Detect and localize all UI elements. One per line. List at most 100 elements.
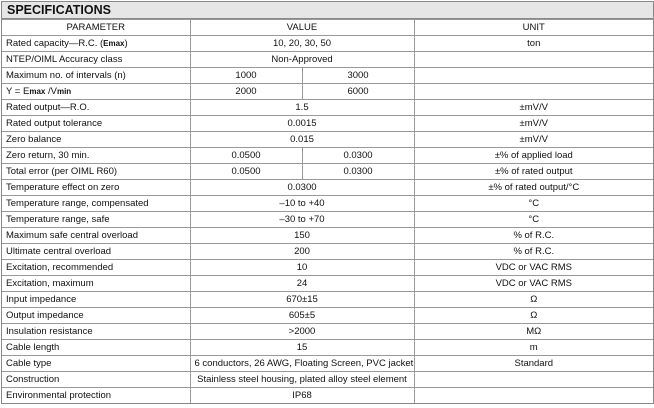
table-row: Cable length 15 m xyxy=(2,339,654,356)
table-row: Y = Emax /Vmin 2000 6000 xyxy=(2,83,654,100)
parameter-cell: Excitation, recommended xyxy=(2,259,191,276)
unit-cell: ±% of applied load xyxy=(413,147,654,164)
unit-cell: % of R.C. xyxy=(413,227,654,244)
parameter-text: Cable type xyxy=(6,357,52,369)
table-row: Cable type 6 conductors, 26 AWG, Floating… xyxy=(2,355,654,372)
unit-cell: ±mV/V xyxy=(413,131,654,148)
parameter-text: Environmental protection xyxy=(6,389,112,401)
parameter-text: Construction xyxy=(6,373,60,385)
parameter-cell: Temperature range, compensated xyxy=(2,195,191,212)
parameter-cell: Zero balance xyxy=(2,131,191,148)
unit-cell: °C xyxy=(413,211,654,228)
parameter-cell: NTEP/OIML Accuracy class xyxy=(2,51,191,68)
value-cell: 0.0015 xyxy=(189,115,415,132)
parameter-cell: Output impedance xyxy=(2,307,191,324)
value-cell: 1.5 xyxy=(189,99,415,116)
parameter-text: Y = E xyxy=(6,85,30,97)
value-cell: Non-Approved xyxy=(189,51,415,68)
unit-cell: VDC or VAC RMS xyxy=(413,275,654,292)
parameter-cell: Y = Emax /Vmin xyxy=(2,83,191,100)
table-row: Output impedance 605±5 Ω xyxy=(2,307,654,324)
parameter-cell: Environmental protection xyxy=(2,387,191,403)
unit-cell: ±mV/V xyxy=(413,115,654,132)
unit-cell xyxy=(413,387,654,403)
value-cell-2: 6000 xyxy=(301,83,415,100)
unit-cell: VDC or VAC RMS xyxy=(413,259,654,276)
value-cell-1: 0.0500 xyxy=(189,163,303,180)
parameter-text: Temperature effect on zero xyxy=(6,181,120,193)
value-cell-1: 2000 xyxy=(189,83,303,100)
value-cell: Stainless steel housing, plated alloy st… xyxy=(189,371,415,388)
value-cell: 0.0300 xyxy=(189,179,415,196)
parameter-text: Ultimate central overload xyxy=(6,245,112,257)
unit-cell: ton xyxy=(413,35,654,52)
table-row: Ultimate central overload 200% of R.C. xyxy=(2,243,654,260)
table-row: Zero balance 0.015 ±mV/V xyxy=(2,131,654,148)
parameter-cell: Rated output tolerance xyxy=(2,115,191,132)
parameter-cell: Rated capacity—R.C. (Emax) xyxy=(2,35,191,52)
parameter-cell: Construction xyxy=(2,371,191,388)
table-row: Rated output tolerance 0.0015 ±mV/V xyxy=(2,115,654,132)
parameter-cell: Temperature effect on zero xyxy=(2,179,191,196)
parameter-text: Maximum no. of intervals (n) xyxy=(6,69,126,81)
parameter-text: Rated output tolerance xyxy=(6,117,103,129)
value-cell: 15 xyxy=(189,339,415,356)
table-row: Temperature range, safe –30 to +70 °C xyxy=(2,211,654,228)
table-row: Maximum safe central overload 150% of R.C… xyxy=(2,227,654,244)
unit-cell: ±mV/V xyxy=(413,99,654,116)
table-row: Maximum no. of intervals (n) 1000 3000 xyxy=(2,67,654,84)
unit-cell: °C xyxy=(413,195,654,212)
parameter-text: Maximum safe central overload xyxy=(6,229,138,241)
unit-cell: MΩ xyxy=(413,323,654,340)
value-cell: –10 to +40 xyxy=(189,195,415,212)
unit-cell: % of R.C. xyxy=(413,243,654,260)
parameter-cell: Zero return, 30 min. xyxy=(2,147,191,164)
unit-cell: ±% of rated output/°C xyxy=(413,179,654,196)
table-row: NTEP/OIML Accuracy class Non-Approved xyxy=(2,51,654,68)
table-row: Temperature effect on zero 0.0300 ±% of ra… xyxy=(2,179,654,196)
header-unit: UNIT xyxy=(413,19,654,36)
parameter-text: Cable length xyxy=(6,341,60,353)
parameter-cell: Cable type xyxy=(2,355,191,372)
unit-cell: m xyxy=(413,339,654,356)
value-cell: 200 xyxy=(189,243,415,260)
value-cell-2: 3000 xyxy=(301,67,415,84)
value-cell: 10 xyxy=(189,259,415,276)
unit-cell: Ω xyxy=(413,291,654,308)
parameter-cell: Insulation resistance xyxy=(2,323,191,340)
value-cell-2: 0.0300 xyxy=(301,147,415,164)
section-title: SPECIFICATIONS xyxy=(2,2,653,19)
value-cell: 670±15 xyxy=(189,291,415,308)
value-cell-1: 0.0500 xyxy=(189,147,303,164)
table-row: Environmental protection IP68 xyxy=(2,387,654,403)
parameter-text: Input impedance xyxy=(6,293,77,305)
table-row: Excitation, maximum 24 VDC or VAC RMS xyxy=(2,275,654,292)
value-cell: –30 to +70 xyxy=(189,211,415,228)
parameter-text: Temperature range, safe xyxy=(6,213,110,225)
parameter-text-mid: /V xyxy=(45,85,57,97)
value-cell: IP68 xyxy=(189,387,415,403)
parameter-cell: Ultimate central overload xyxy=(2,243,191,260)
parameter-subscript-2: min xyxy=(56,86,72,96)
table-row: Insulation resistance >2000 MΩ xyxy=(2,323,654,340)
parameter-cell: Excitation, maximum xyxy=(2,275,191,292)
table-row: Zero return, 30 min. 0.0500 0.0300 ±% of ap… xyxy=(2,147,654,164)
parameter-cell: Cable length xyxy=(2,339,191,356)
value-cell-2: 0.0300 xyxy=(301,163,415,180)
table-header-row: PARAMETER VALUE UNIT xyxy=(2,19,654,36)
table-row: Total error (per OIML R60) 0.0500 0.0300 ±%… xyxy=(2,163,654,180)
specifications-table: PARAMETER VALUE UNIT Rated capacity—R.C.… xyxy=(2,19,654,403)
value-cell: 24 xyxy=(189,275,415,292)
parameter-text: Insulation resistance xyxy=(6,325,93,337)
parameter-text: Output impedance xyxy=(6,309,84,321)
value-cell: 10, 20, 30, 50 xyxy=(189,35,415,52)
table-row: Rated capacity—R.C. (Emax) 10, 20, 30, 50… xyxy=(2,35,654,52)
parameter-text-end: ) xyxy=(124,37,128,49)
parameter-text: Zero return, 30 min. xyxy=(6,149,90,161)
value-cell-1: 1000 xyxy=(189,67,303,84)
header-value: VALUE xyxy=(189,19,415,36)
unit-cell: ±% of rated output xyxy=(413,163,654,180)
header-parameter: PARAMETER xyxy=(2,19,191,36)
parameter-text: NTEP/OIML Accuracy class xyxy=(6,53,123,65)
